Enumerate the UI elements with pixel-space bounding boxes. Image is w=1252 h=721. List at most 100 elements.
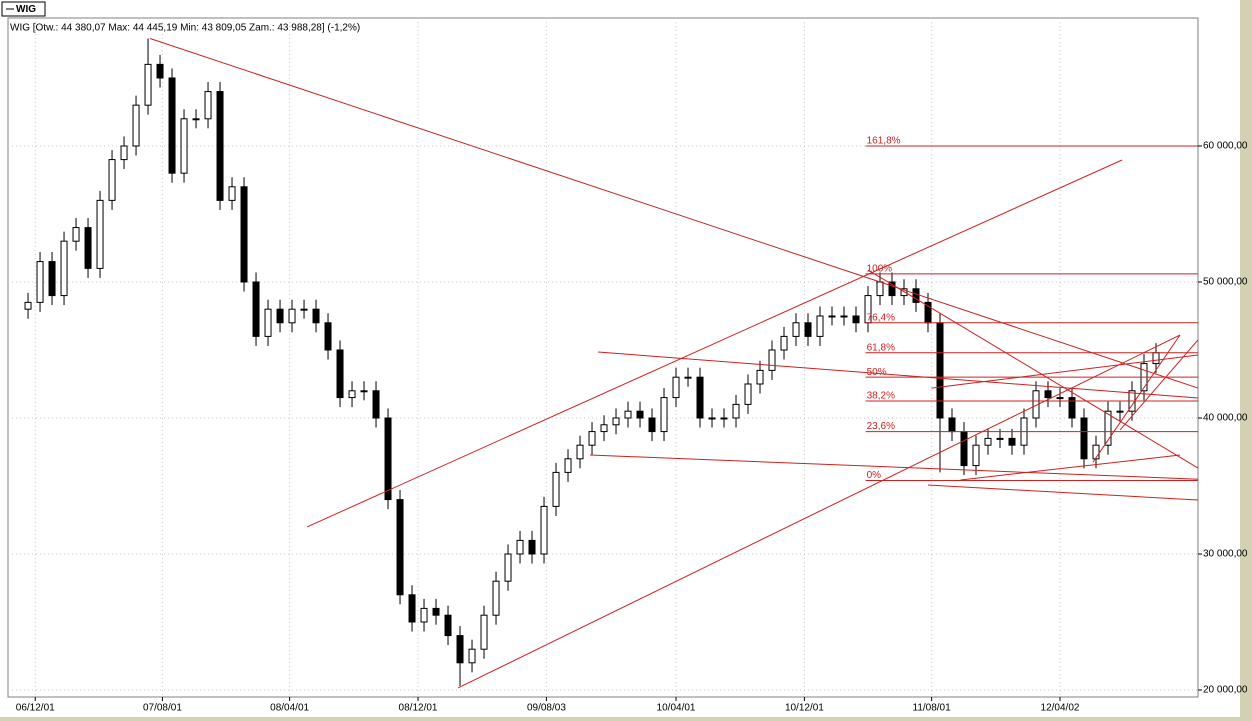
candle-body (468, 648, 476, 664)
legend-label[interactable]: WIG (16, 4, 36, 15)
candle-body (204, 91, 212, 120)
fibonacci-label: 61,8% (867, 342, 895, 353)
candle-body (576, 444, 584, 460)
candle-body (936, 322, 944, 419)
candle-body (624, 410, 632, 419)
candle-body (480, 614, 488, 650)
x-tick-label: 06/12/01 (16, 703, 55, 714)
x-tick-label: 10/04/01 (657, 703, 696, 714)
candle-body (852, 315, 860, 324)
legend-box[interactable]: WIG (1, 1, 46, 17)
candle-body (276, 308, 284, 324)
candle-body (156, 63, 164, 79)
trendline (589, 454, 1199, 480)
candle-body (876, 281, 884, 297)
candle-body (1080, 417, 1088, 460)
candle-body (612, 417, 620, 426)
candle-body (516, 539, 524, 555)
trendline (457, 334, 1181, 689)
candle-body (948, 417, 956, 433)
fibonacci-label: 23,6% (867, 421, 895, 432)
candle-body (300, 308, 308, 311)
candle-body (1116, 410, 1124, 413)
candle-body (180, 118, 188, 174)
candle-body (264, 308, 272, 337)
candle-body (648, 417, 656, 433)
candle-body (696, 376, 704, 419)
candle-body (1104, 410, 1112, 446)
candle-body (240, 186, 248, 283)
candle-body (828, 315, 836, 318)
y-tick-label: 40 000,00 (1203, 413, 1248, 424)
candle-body (108, 159, 116, 201)
trendline (867, 269, 1199, 469)
candle-body (360, 390, 368, 393)
candle-body (216, 91, 224, 201)
candle-body (972, 444, 980, 467)
candle-body (192, 118, 200, 121)
fibonacci-label: 76,4% (867, 312, 895, 323)
candle-body (84, 227, 92, 269)
candle-body (888, 281, 896, 297)
candle-body (348, 390, 356, 399)
candle-body (336, 349, 344, 399)
candle-body (636, 410, 644, 419)
x-tick-label: 11/08/01 (913, 703, 952, 714)
chart-title: WIG [Otw.: 44 380,07 Max: 44 445,19 Min:… (10, 23, 360, 34)
candle-body (144, 63, 152, 106)
fibonacci-label: 38,2% (867, 391, 895, 402)
candle-body (660, 397, 668, 433)
candle-body (1152, 352, 1160, 365)
candle-body (228, 186, 236, 201)
candle-body (60, 240, 68, 297)
candle-body (564, 458, 572, 473)
candle-body (456, 635, 464, 664)
candle-body (708, 417, 716, 420)
x-tick-label: 10/12/01 (785, 703, 824, 714)
candle-body (912, 288, 920, 303)
candle-body (72, 227, 80, 242)
x-tick-label: 08/12/01 (399, 703, 438, 714)
plot-frame (7, 17, 1199, 698)
x-tick-label: 09/08/03 (527, 703, 566, 714)
trendline (960, 454, 1181, 481)
candle-body (540, 505, 548, 555)
candle-body (132, 104, 140, 147)
candle-body (840, 315, 848, 318)
trendline (597, 351, 1199, 399)
fibonacci-label: 0% (867, 470, 882, 481)
y-tick-label: 20 000,00 (1203, 685, 1248, 696)
x-tick-label: 07/08/01 (143, 703, 182, 714)
candle-body (672, 376, 680, 399)
candle-body (324, 322, 332, 351)
candle-body (1044, 390, 1052, 399)
candle-body (492, 580, 500, 616)
candle-body (744, 383, 752, 405)
fibonacci-label: 161,8% (867, 136, 901, 147)
candle-body (288, 308, 296, 324)
candle-body (120, 145, 128, 161)
candle-body (996, 437, 1004, 440)
candle-body (504, 553, 512, 582)
candle-body (984, 437, 992, 446)
candle-body (684, 376, 692, 379)
candle-body (816, 315, 824, 337)
candle-body (528, 539, 536, 555)
legend-frame[interactable] (1, 1, 46, 17)
y-tick-label: 30 000,00 (1203, 549, 1248, 560)
y-tick-label: 60 000,00 (1203, 141, 1248, 152)
candle-body (48, 261, 56, 297)
candle-body (420, 607, 428, 623)
candle-body (168, 77, 176, 174)
candle-body (384, 417, 392, 501)
candle-body (588, 431, 596, 446)
x-tick-label: 12/04/02 (1041, 703, 1080, 714)
candle-body (408, 594, 416, 623)
candle-body (600, 424, 608, 433)
candle-body (96, 199, 104, 269)
y-tick-label: 50 000,00 (1203, 277, 1248, 288)
candle-body (24, 301, 32, 310)
trendline (1092, 334, 1181, 463)
candle-body (732, 403, 740, 419)
